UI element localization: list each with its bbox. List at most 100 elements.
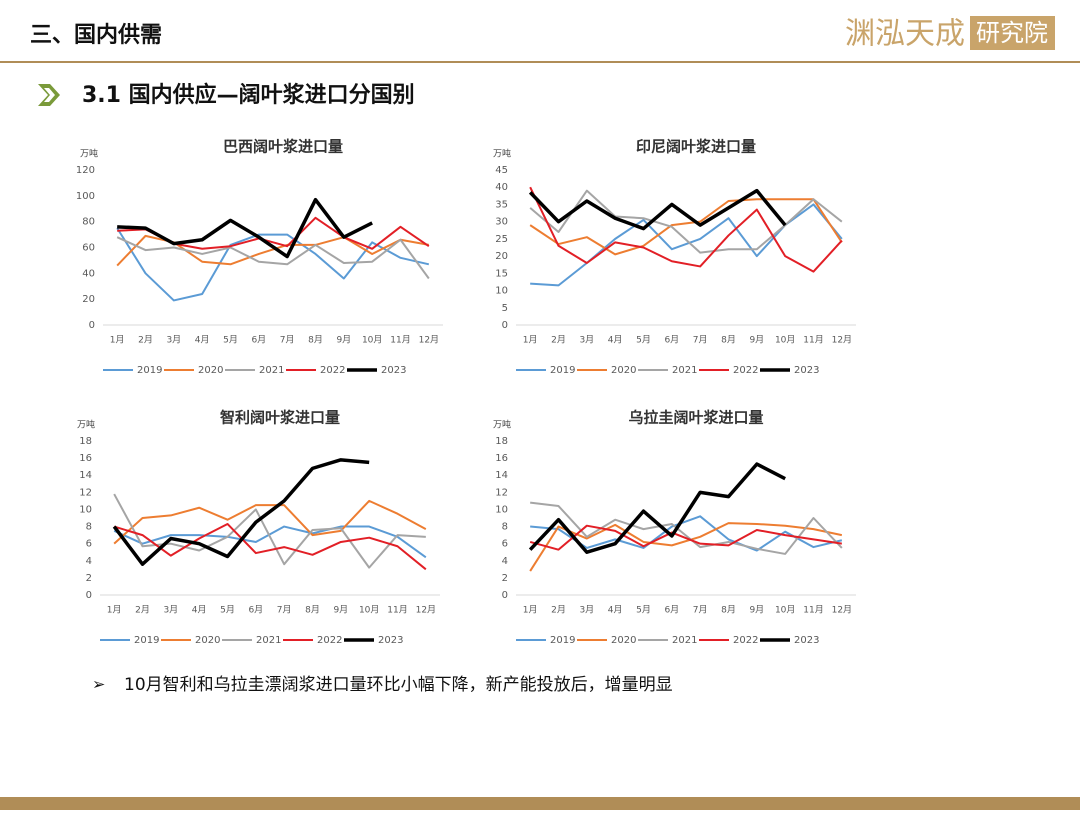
y-tick-label: 16: [79, 453, 92, 464]
legend-label: 2022: [320, 365, 345, 376]
x-tick-label: 11月: [390, 335, 410, 346]
y-tick-label: 18: [495, 436, 508, 447]
legend-label: 2020: [611, 635, 636, 646]
legend-label: 2020: [611, 365, 636, 376]
legend-label: 2019: [550, 635, 575, 646]
header-rule: [0, 61, 1080, 63]
x-tick-label: 9月: [336, 335, 351, 346]
y-tick-label: 4: [86, 556, 92, 567]
x-tick-label: 6月: [248, 605, 263, 616]
x-tick-label: 5月: [220, 605, 235, 616]
x-tick-label: 3月: [163, 605, 178, 616]
x-tick-label: 1月: [107, 605, 122, 616]
series-line: [530, 501, 843, 555]
x-tick-label: 12月: [416, 605, 436, 616]
legend-label: 2023: [794, 635, 819, 646]
x-tick-label: 12月: [832, 335, 852, 346]
x-tick-label: 11月: [803, 605, 823, 616]
y-tick-label: 6: [502, 539, 508, 550]
series-line: [113, 525, 427, 559]
logo-box-text: 研究院: [976, 19, 1048, 47]
x-tick-label: 4月: [192, 605, 207, 616]
legend-label: 2022: [317, 635, 342, 646]
y-tick-label: 80: [82, 217, 95, 228]
x-tick-label: 8月: [308, 335, 323, 346]
x-tick-label: 11月: [803, 335, 823, 346]
series-line: [113, 499, 427, 545]
y-tick-label: 8: [86, 522, 92, 533]
x-tick-label: 1月: [523, 335, 538, 346]
y-tick-label: 5: [502, 303, 508, 314]
x-tick-label: 2月: [551, 605, 566, 616]
x-tick-label: 11月: [387, 605, 407, 616]
y-tick-label: 35: [495, 199, 508, 210]
header-title: 三、国内供需: [30, 22, 162, 48]
y-tick-label: 18: [79, 436, 92, 447]
y-tick-label: 40: [495, 182, 508, 193]
y-tick-label: 16: [495, 453, 508, 464]
y-tick-label: 8: [502, 522, 508, 533]
unit-label: 万吨: [493, 148, 511, 160]
series-line: [529, 522, 843, 572]
series-line: [529, 189, 843, 254]
legend-label: 2021: [672, 635, 697, 646]
chart-title: 巴西阔叶浆进口量: [223, 138, 343, 156]
legend-label: 2019: [550, 365, 575, 376]
y-tick-label: 60: [82, 243, 95, 254]
y-tick-label: 10: [79, 504, 92, 515]
x-tick-label: 2月: [135, 605, 150, 616]
series-line: [529, 198, 843, 256]
x-tick-label: 10月: [775, 335, 795, 346]
x-tick-label: 9月: [333, 605, 348, 616]
unit-label: 万吨: [77, 419, 95, 431]
chart-title: 智利阔叶浆进口量: [220, 409, 340, 427]
series-line: [112, 458, 370, 566]
y-tick-label: 0: [89, 320, 95, 331]
series-line: [529, 524, 842, 551]
legend-label: 2022: [733, 365, 758, 376]
y-tick-label: 14: [495, 470, 508, 481]
y-tick-label: 15: [495, 268, 508, 279]
legend-label: 2021: [256, 635, 281, 646]
legend-label: 2019: [134, 635, 159, 646]
y-tick-label: 12: [79, 487, 92, 498]
subtitle: 3.1 国内供应—阔叶浆进口分国别: [82, 82, 415, 108]
legend-label: 2022: [733, 635, 758, 646]
legend-label: 2023: [794, 365, 819, 376]
x-tick-label: 3月: [166, 335, 181, 346]
footer-bar: [0, 797, 1080, 810]
y-tick-label: 40: [82, 268, 95, 279]
x-tick-label: 12月: [419, 335, 439, 346]
x-tick-label: 5月: [636, 335, 651, 346]
y-tick-label: 6: [86, 539, 92, 550]
x-tick-label: 12月: [832, 605, 852, 616]
series-line: [117, 197, 373, 259]
unit-label: 万吨: [493, 419, 511, 431]
unit-label: 万吨: [80, 148, 98, 160]
series-line: [117, 216, 430, 250]
chart-title: 印尼阔叶浆进口量: [636, 138, 756, 156]
bullet: ➢: [92, 675, 105, 694]
x-tick-label: 4月: [608, 605, 623, 616]
y-tick-label: 2: [86, 573, 92, 584]
series-line: [528, 462, 786, 554]
x-tick-label: 8月: [305, 605, 320, 616]
legend-label: 2020: [198, 365, 223, 376]
x-tick-label: 7月: [693, 605, 708, 616]
x-tick-label: 2月: [551, 335, 566, 346]
x-tick-label: 4月: [608, 335, 623, 346]
legend-label: 2023: [381, 365, 406, 376]
y-tick-label: 0: [502, 590, 508, 601]
chevron-icon: [38, 84, 60, 106]
x-tick-label: 9月: [749, 605, 764, 616]
logo-box: [970, 16, 1055, 50]
x-tick-label: 1月: [110, 335, 125, 346]
y-tick-label: 14: [79, 470, 92, 481]
x-tick-label: 6月: [251, 335, 266, 346]
x-tick-label: 4月: [195, 335, 210, 346]
x-tick-label: 1月: [523, 605, 538, 616]
note: 10月智利和乌拉圭漂阔浆进口量环比小幅下降，新产能投放后，增量明显: [124, 675, 673, 695]
y-tick-label: 10: [495, 504, 508, 515]
x-tick-label: 6月: [664, 605, 679, 616]
